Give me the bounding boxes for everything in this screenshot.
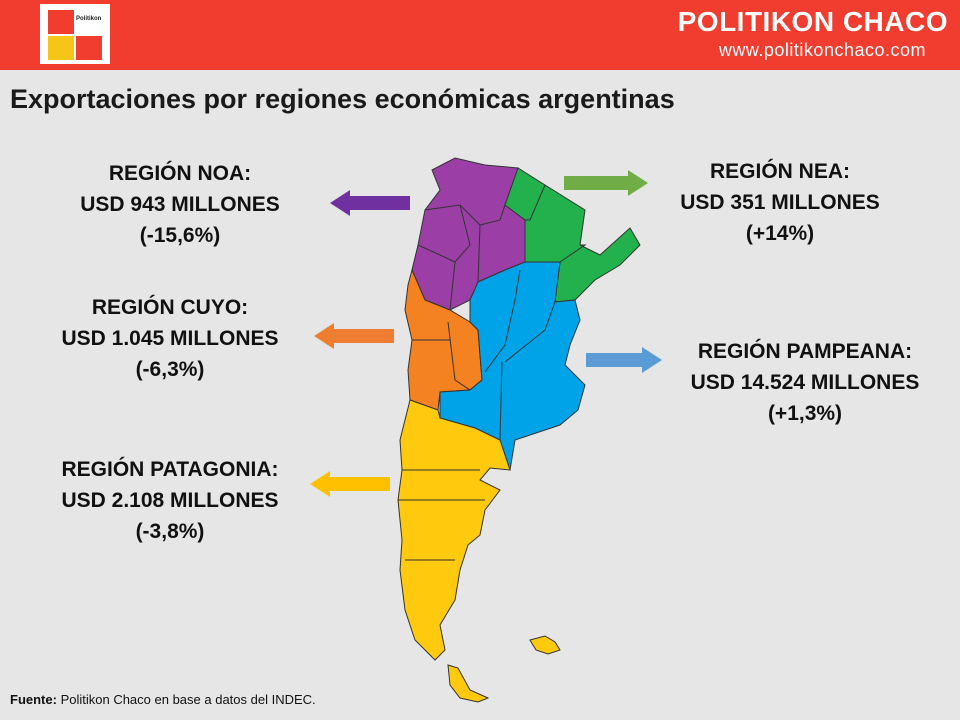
region-patagonia-shape[interactable] xyxy=(397,399,511,661)
region-tierra-del-fuego-shape[interactable] xyxy=(447,664,490,703)
source-note: Fuente: Politikon Chaco en base a datos … xyxy=(10,692,316,707)
cuyo-change: (-6,3%) xyxy=(135,358,205,381)
nea-change: (+14%) xyxy=(745,222,815,245)
pampeana-name: REGIÓN PAMPEANA: xyxy=(697,340,913,363)
brand-title: POLITIKON CHACO xyxy=(677,6,948,37)
noa-name: REGIÓN NOA: xyxy=(108,162,252,185)
label-nea: REGIÓN NEA: USD 351 MILLONES (+14%) xyxy=(630,156,930,249)
source-text: Politikon Chaco en base a datos del INDE… xyxy=(56,692,316,707)
nea-name: REGIÓN NEA: xyxy=(709,160,850,183)
cuyo-name: REGIÓN CUYO: xyxy=(91,296,249,319)
header-bar: Politikon POLITIKON CHACO www.politikonc… xyxy=(0,0,960,70)
cuyo-amount: USD 1.045 MILLONES xyxy=(61,327,279,350)
label-patagonia: REGIÓN PATAGONIA: USD 2.108 MILLONES (-3… xyxy=(20,454,320,547)
arrow-patagonia xyxy=(310,471,390,497)
arrow-pampeana xyxy=(586,347,662,373)
label-cuyo: REGIÓN CUYO: USD 1.045 MILLONES (-6,3%) xyxy=(20,292,320,385)
arrow-noa xyxy=(330,190,410,216)
logo-square-red-2 xyxy=(76,36,102,60)
logo-square-yellow xyxy=(48,36,74,60)
province-borders xyxy=(398,184,587,561)
region-nea-shape[interactable] xyxy=(504,167,641,303)
logo-text: Politikon xyxy=(76,16,102,22)
arrow-cuyo xyxy=(314,323,394,349)
source-label: Fuente: xyxy=(10,692,57,707)
pampeana-change: (+1,3%) xyxy=(767,402,843,425)
noa-change: (-15,6%) xyxy=(139,224,221,247)
patagonia-amount: USD 2.108 MILLONES xyxy=(61,489,279,512)
arrow-nea xyxy=(564,170,648,196)
page-title: Exportaciones por regiones económicas ar… xyxy=(10,84,675,114)
noa-amount: USD 943 MILLONES xyxy=(80,193,280,216)
patagonia-name: REGIÓN PATAGONIA: xyxy=(61,458,279,481)
patagonia-change: (-3,8%) xyxy=(135,520,205,543)
politikon-logo: Politikon xyxy=(40,4,110,64)
pampeana-amount: USD 14.524 MILLONES xyxy=(690,371,920,394)
label-pampeana: REGIÓN PAMPEANA: USD 14.524 MILLONES (+1… xyxy=(655,336,955,429)
nea-amount: USD 351 MILLONES xyxy=(680,191,880,214)
region-malvinas-shape[interactable] xyxy=(529,635,561,655)
brand-url: www.politikonchaco.com xyxy=(718,40,926,60)
label-noa: REGIÓN NOA: USD 943 MILLONES (-15,6%) xyxy=(30,158,330,251)
logo-square-red xyxy=(48,10,74,34)
